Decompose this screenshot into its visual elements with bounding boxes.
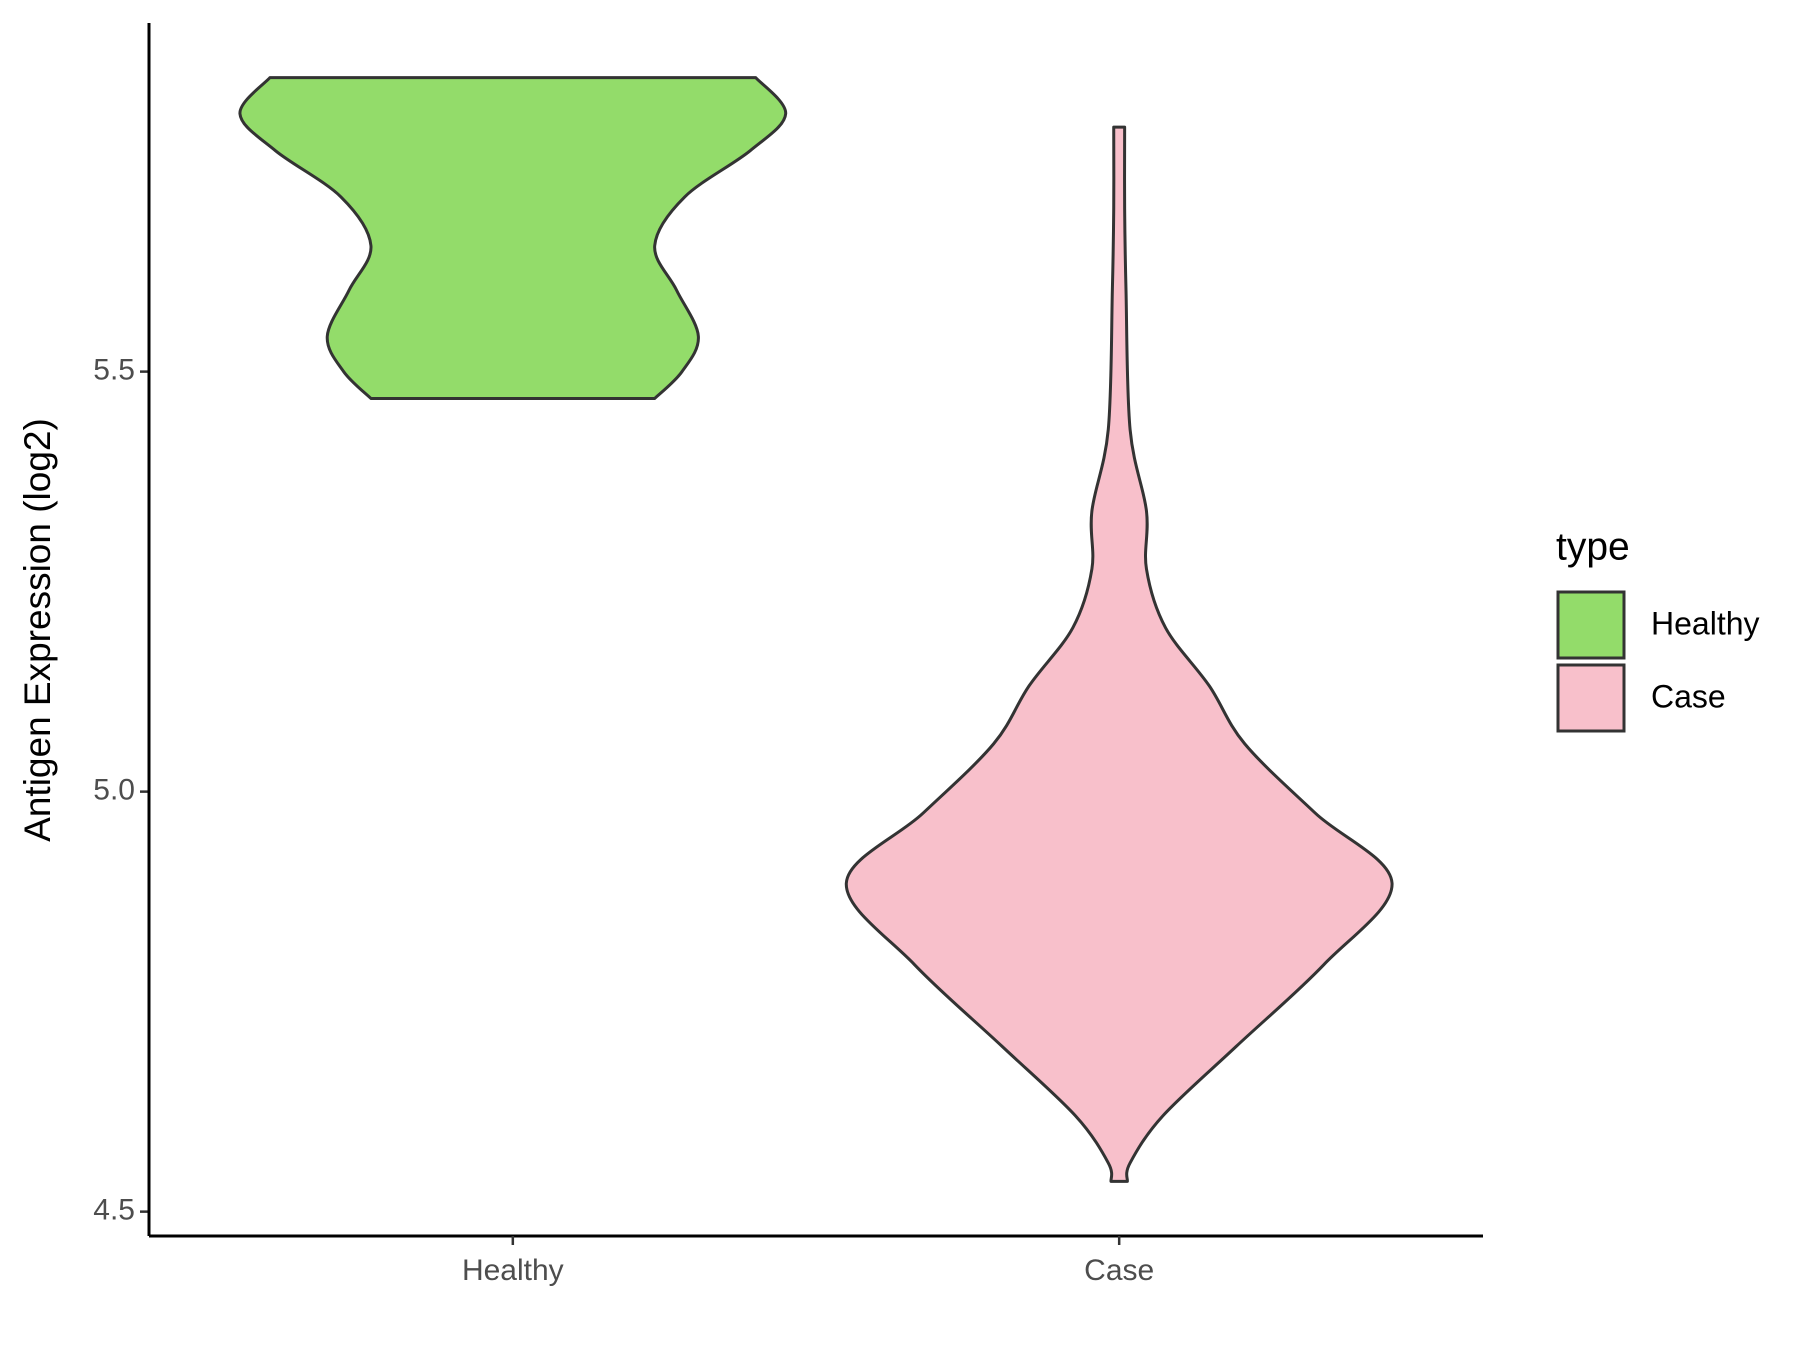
y-tick-label: 5.0 <box>93 774 135 807</box>
x-tick-label: Healthy <box>462 1254 564 1287</box>
legend-key <box>1556 663 1626 733</box>
legend-key <box>1556 590 1626 660</box>
y-tick-label: 5.5 <box>93 354 135 387</box>
legend-title: type <box>1556 525 1630 568</box>
y-tick-label: 4.5 <box>93 1194 135 1227</box>
violin <box>844 125 1394 1183</box>
y-axis-title: Antigen Expression (log2) <box>17 418 58 842</box>
violin <box>238 76 788 400</box>
legend-label: Healthy <box>1651 605 1760 641</box>
x-tick-label: Case <box>1084 1254 1154 1287</box>
legend-label: Case <box>1651 678 1726 714</box>
